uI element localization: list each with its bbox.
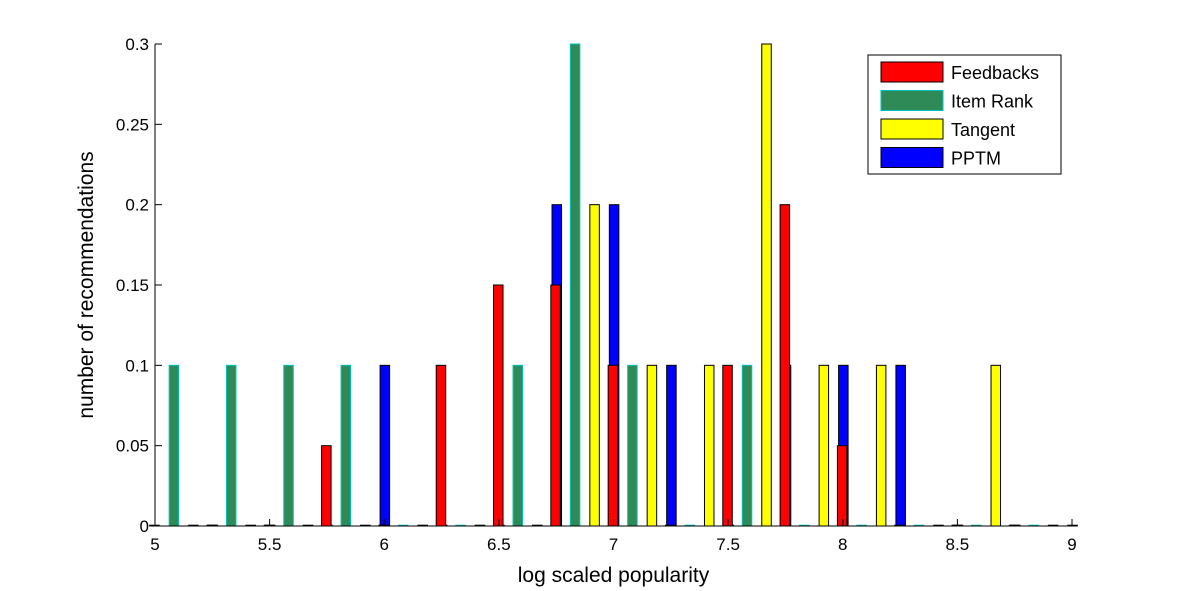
bar-feedbacks-8 xyxy=(607,364,619,527)
bar-tangent-10 xyxy=(761,43,772,527)
y-tick-label-1: 0.05 xyxy=(116,437,149,456)
y-tick-label-4: 0.2 xyxy=(125,196,149,215)
bar-item-rank-1 xyxy=(225,364,237,527)
x-tick-label-1: 5.5 xyxy=(258,535,282,554)
bar-item-rank-2 xyxy=(283,364,294,527)
x-tick-label-5: 7.5 xyxy=(716,535,740,554)
legend-swatch-pptm xyxy=(880,147,944,168)
bar-feedbacks-7 xyxy=(550,284,561,527)
axes-layer: 5 5.5 6 6.5 7 7.5 8 8.5 9 0 0.05 0.1 0.15 0.2 0.25 0.3 xyxy=(116,35,1077,554)
bars-layer xyxy=(149,43,1078,527)
bar-feedbacks-10 xyxy=(722,364,733,527)
legend: Feedbacks Item Rank Tangent PPTM xyxy=(867,54,1062,175)
bar-feedbacks-6 xyxy=(493,284,504,527)
y-tick-label-5: 0.25 xyxy=(116,115,149,134)
x-tick-label-3: 6.5 xyxy=(487,535,511,554)
legend-label-feedbacks: Feedbacks xyxy=(951,63,1039,83)
x-tick-label-4: 7 xyxy=(609,535,618,554)
x-tick-label-6: 8 xyxy=(838,535,847,554)
y-tick-label-0: 0 xyxy=(140,517,149,536)
bar-pptm-12 xyxy=(895,364,906,527)
bar-tangent-9 xyxy=(703,364,715,527)
y-axis-label: number of recommendations xyxy=(75,151,98,418)
bar-item-rank-6 xyxy=(512,364,524,527)
y-tick-label-3: 0.15 xyxy=(116,276,149,295)
bar-feedbacks-5 xyxy=(435,364,447,527)
y-tick-label-2: 0.1 xyxy=(125,356,149,375)
legend-label-tangent: Tangent xyxy=(951,120,1015,140)
bar-item-rank-0 xyxy=(168,364,180,527)
legend-swatch-tangent xyxy=(880,118,944,140)
bar-tangent-11 xyxy=(818,364,830,527)
bar-feedbacks-3 xyxy=(321,445,332,527)
x-tick-label-0: 5 xyxy=(150,535,159,554)
x-tick-label-7: 8.5 xyxy=(946,535,970,554)
bar-feedbacks-12 xyxy=(836,445,848,527)
bar-tangent-14 xyxy=(990,364,1002,527)
bar-item-rank-8 xyxy=(627,364,638,527)
bar-tangent-7 xyxy=(589,204,600,527)
x-tick-label-8: 9 xyxy=(1067,535,1076,554)
bar-item-rank-3 xyxy=(340,364,352,527)
bar-item-rank-7 xyxy=(569,43,581,527)
legend-swatch-feedbacks xyxy=(880,61,944,83)
bar-item-rank-10 xyxy=(741,364,753,527)
legend-swatch-item-rank xyxy=(880,90,944,111)
bar-pptm-3 xyxy=(379,364,391,527)
legend-label-pptm: PPTM xyxy=(951,149,1001,169)
legend-label-item-rank: Item Rank xyxy=(951,92,1034,112)
x-axis-label: log scaled popularity xyxy=(518,564,710,587)
bar-feedbacks-11 xyxy=(779,204,791,527)
bar-tangent-8 xyxy=(646,364,658,527)
bar-tangent-12 xyxy=(875,364,887,527)
y-tick-label-6: 0.3 xyxy=(125,35,149,54)
bar-pptm-8 xyxy=(666,364,677,527)
x-tick-label-2: 6 xyxy=(380,535,389,554)
